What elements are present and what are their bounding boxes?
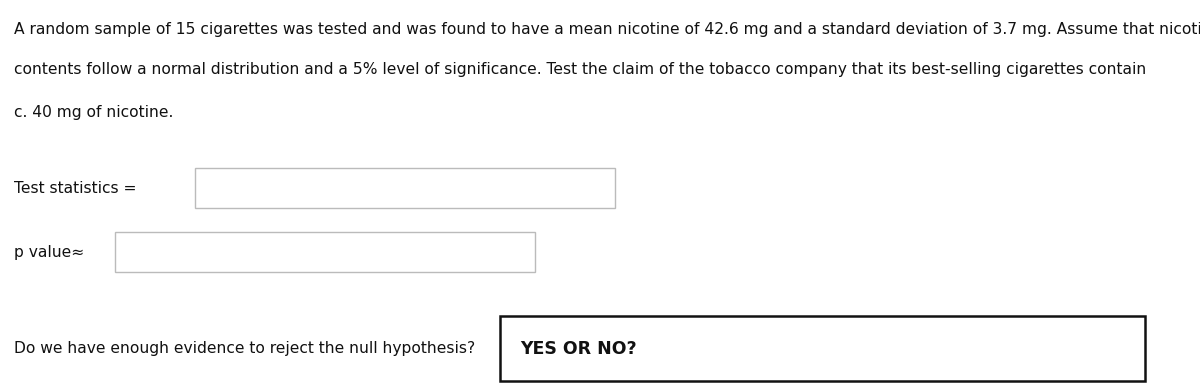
Text: c. 40 mg of nicotine.: c. 40 mg of nicotine. <box>14 105 173 120</box>
Text: contents follow a normal distribution and a 5% level of significance. Test the c: contents follow a normal distribution an… <box>14 62 1146 77</box>
Bar <box>500 316 1145 381</box>
Text: A random sample of 15 cigarettes was tested and was found to have a mean nicotin: A random sample of 15 cigarettes was tes… <box>14 22 1200 37</box>
Text: Test statistics =: Test statistics = <box>14 180 137 196</box>
Bar <box>115 232 535 272</box>
Text: Do we have enough evidence to reject the null hypothesis?: Do we have enough evidence to reject the… <box>14 341 475 356</box>
Text: YES OR NO?: YES OR NO? <box>520 339 637 358</box>
Bar <box>194 168 616 208</box>
Text: p value≈: p value≈ <box>14 245 84 260</box>
